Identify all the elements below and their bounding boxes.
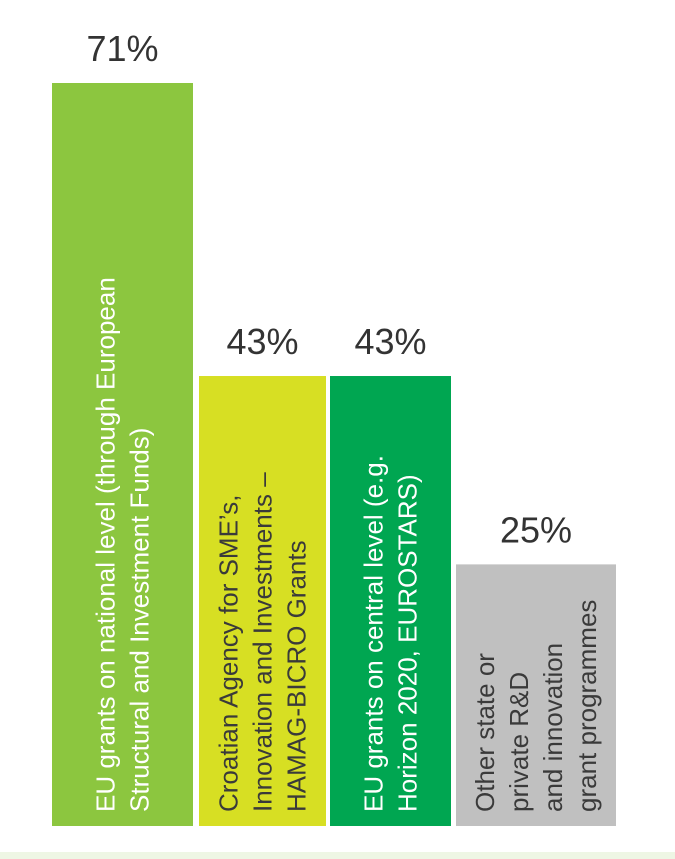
category-label-line: Horizon 2020, EUROSTARS) bbox=[393, 474, 423, 812]
category-label-line: EU grants on national level (through Eur… bbox=[91, 277, 121, 812]
category-label-line: and innovation bbox=[538, 643, 568, 812]
category-label-line: Innovation and Investments – bbox=[248, 472, 278, 812]
bottom-strip bbox=[0, 852, 675, 859]
category-label-line: Structural and Investment Funds) bbox=[125, 428, 155, 812]
bar-1 bbox=[52, 83, 193, 826]
category-label-line: Croatian Agency for SME’s, bbox=[214, 495, 244, 812]
category-label-line: HAMAG-BICRO Grants bbox=[282, 540, 312, 812]
category-label-line: private R&D bbox=[504, 672, 534, 812]
value-label-3: 43% bbox=[354, 321, 426, 362]
category-label-line: grant programmes bbox=[572, 600, 602, 812]
svg-text:Croatian Agency for SME’s,Inno: Croatian Agency for SME’s, Innovation and… bbox=[214, 472, 312, 812]
category-label-2: Croatian Agency for SME’s, Innovation and… bbox=[214, 472, 312, 812]
bar-2 bbox=[199, 376, 326, 826]
svg-text:EU grants on national level (t: EU grants on national level (through Eur… bbox=[91, 277, 155, 812]
category-label-3: EU grants on central level (e.g. Horizon … bbox=[359, 455, 423, 812]
value-label-4: 25% bbox=[500, 509, 572, 550]
category-label-line: Other state or bbox=[470, 653, 500, 812]
bar-4 bbox=[456, 564, 616, 826]
bar-3 bbox=[330, 376, 451, 826]
value-label-1: 71% bbox=[86, 28, 158, 69]
category-label-1: EU grants on national level (through Eur… bbox=[91, 277, 155, 812]
svg-text:EU grants on central level (e.: EU grants on central level (e.g. Horizon … bbox=[359, 455, 423, 812]
category-label-line: EU grants on central level (e.g. bbox=[359, 455, 389, 812]
value-label-2: 43% bbox=[226, 321, 298, 362]
category-label-4: Other state or private R&D and innovation g… bbox=[470, 600, 602, 812]
